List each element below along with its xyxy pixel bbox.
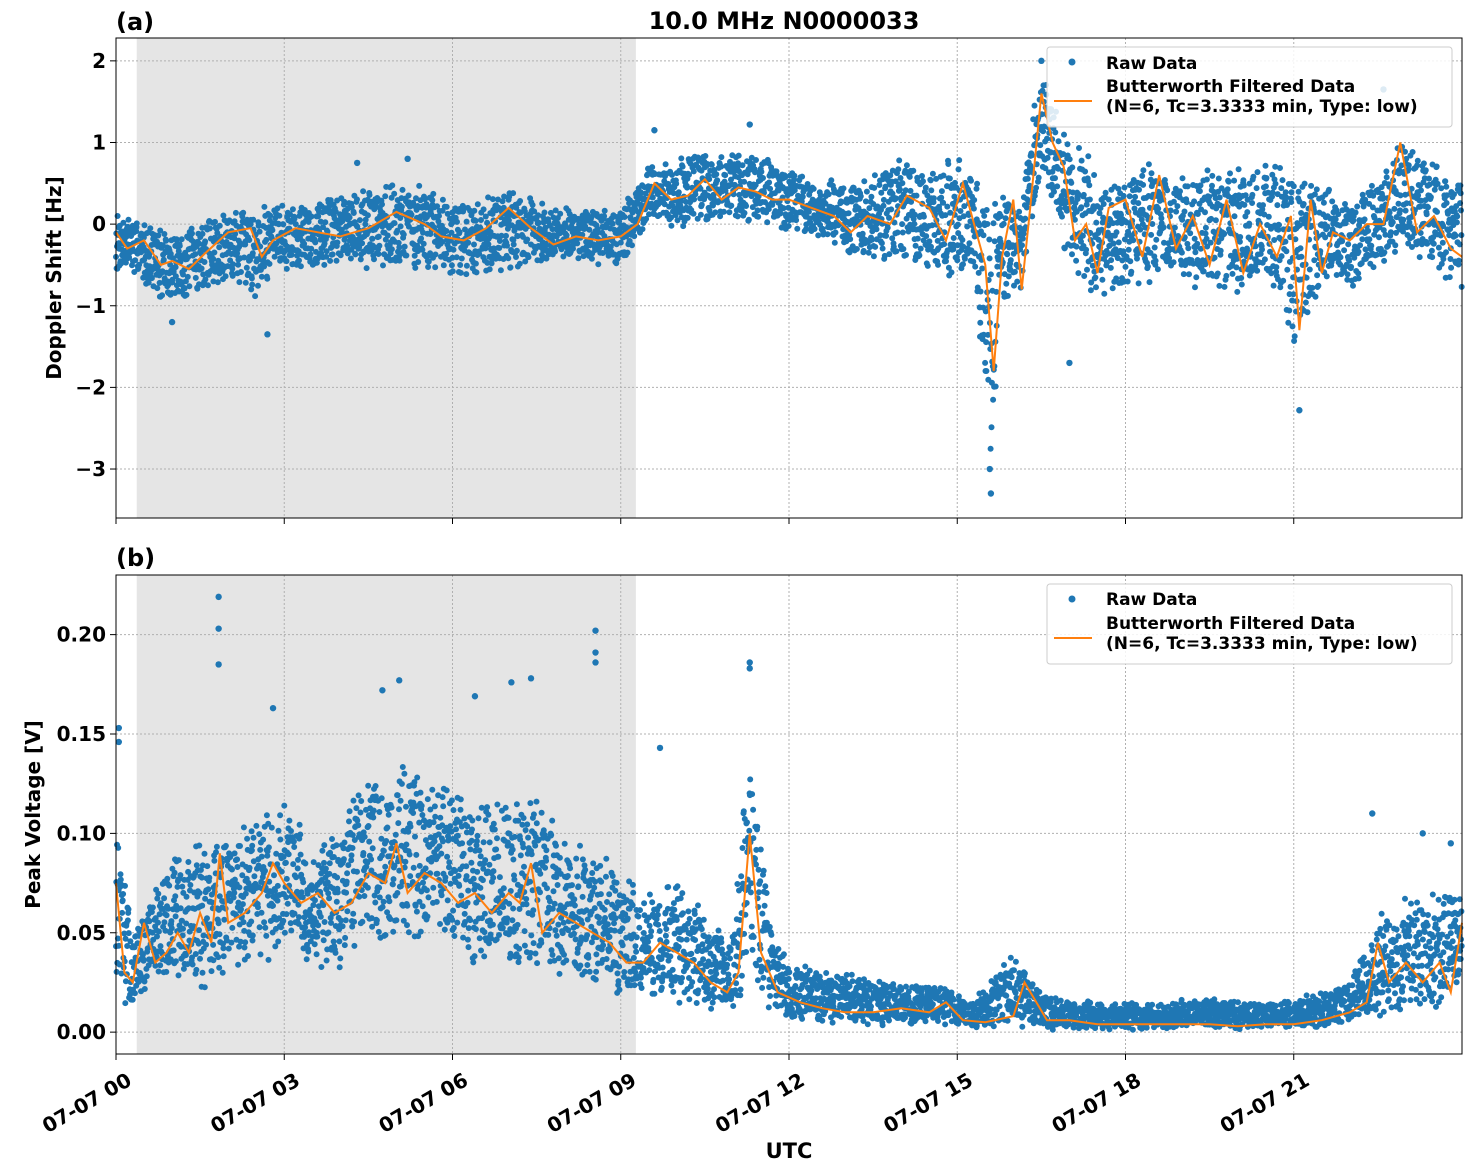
legend-raw-label: Raw Data	[1106, 590, 1197, 610]
raw-data-outlier-point	[115, 738, 123, 746]
panel-b-y-ticks: 0.00 0.05 0.10 0.15 0.20	[57, 623, 116, 1044]
raw-data-points	[113, 764, 1465, 1033]
legend-filtered-label: Butterworth Filtered Data (N=6, Tc=3.3333…	[1106, 77, 1418, 117]
y-tick-label: 1	[92, 130, 106, 154]
raw-data-outlier-point	[746, 665, 753, 672]
x-tick-label: 07-07 12	[711, 1068, 809, 1138]
raw-data-outlier-point	[215, 661, 222, 668]
raw-data-outlier-point	[656, 744, 664, 752]
legend-raw-label: Raw Data	[1106, 54, 1197, 74]
raw-data-outlier-point	[508, 679, 515, 686]
panel-b-legend: Raw Data Butterworth Filtered Data (N=6, …	[1046, 583, 1453, 665]
y-tick-label: −3	[75, 457, 106, 481]
panel-a-x-ticks	[115, 518, 1295, 524]
x-tick-label: 07-07 15	[879, 1068, 977, 1138]
panel-b-grid	[115, 575, 1462, 1054]
legend-filtered-label: Butterworth Filtered Data (N=6, Tc=3.3333…	[1106, 614, 1418, 654]
figure-title: 10.0 MHz N0000033	[649, 7, 920, 35]
raw-data-outlier-point	[1296, 407, 1303, 414]
y-tick-label: −1	[75, 294, 106, 318]
y-tick-label: 0.20	[57, 623, 106, 647]
panel-b-y-axis-label: Peak Voltage [V]	[21, 720, 45, 909]
raw-data-outlier-point	[1066, 359, 1073, 367]
raw-data-outlier-point	[264, 331, 271, 338]
raw-data-outlier-point	[471, 693, 479, 700]
panel-a-label: (a)	[116, 8, 154, 36]
x-tick-label: 07-07 18	[1047, 1068, 1145, 1138]
raw-data-points	[113, 82, 1465, 452]
raw-data-outlier-point	[1038, 57, 1045, 65]
x-tick-label: 07-07 09	[543, 1068, 641, 1138]
raw-data-outlier-point	[592, 627, 599, 634]
raw-data-outlier-point	[651, 127, 658, 134]
panel-a-y-ticks: 2 1 0 −1 −2 −3	[75, 49, 116, 481]
raw-data-outlier-point	[987, 490, 995, 497]
x-tick-label: 07-07 21	[1216, 1068, 1314, 1138]
panel-a-shaded-region	[136, 38, 636, 518]
y-tick-label: 2	[92, 49, 106, 73]
raw-data-outlier-point	[746, 659, 753, 666]
y-tick-label: 0.05	[57, 921, 106, 945]
y-tick-label: 0.00	[57, 1020, 106, 1044]
x-tick-label: 07-07 03	[206, 1068, 304, 1138]
panel-a-filtered-line	[115, 93, 1463, 372]
y-tick-label: −2	[75, 375, 106, 399]
raw-data-outlier-point	[1419, 830, 1426, 837]
raw-data-outlier-point	[592, 659, 599, 666]
raw-data-outlier-point	[269, 704, 277, 712]
raw-data-outlier-point	[396, 677, 403, 684]
raw-data-outlier-point	[353, 159, 361, 167]
raw-data-outlier-point	[379, 687, 386, 694]
raw-data-outlier-point	[527, 675, 535, 682]
raw-data-outlier-point	[404, 155, 411, 163]
panel-b-raw-data-scatter	[113, 593, 1465, 1033]
raw-data-outlier-point	[986, 465, 993, 473]
raw-data-outlier-point	[215, 593, 222, 601]
raw-data-outlier-point	[168, 318, 176, 326]
y-tick-label: 0.15	[57, 722, 106, 746]
panel-a-doppler: (a) 2 1 0 −1 −2 −3 Doppler Shift [Hz] Raw Dat…	[42, 8, 1465, 524]
y-tick-label: 0	[92, 212, 106, 236]
raw-data-outlier-point	[1369, 810, 1376, 817]
x-axis-label: UTC	[766, 1139, 813, 1163]
x-tick-label: 07-07 00	[38, 1068, 136, 1138]
raw-data-outlier-point	[746, 121, 753, 128]
y-tick-label: 0.10	[57, 821, 106, 845]
panel-b-x-ticks: 07-07 00 07-07 03 07-07 06 07-07 09 07-07 12…	[38, 1054, 1313, 1138]
legend-raw-marker	[1068, 58, 1076, 66]
raw-data-outlier-point	[592, 649, 599, 656]
panel-b-filtered-line	[115, 833, 1463, 1028]
panel-b-voltage: (b) 0.000.050.100.150.20 07-07 00 07-07 0…	[21, 544, 1465, 1138]
raw-data-outlier-point	[1447, 840, 1454, 847]
x-tick-label: 07-07 06	[374, 1068, 472, 1138]
panel-b-label: (b)	[116, 544, 155, 572]
panel-a-y-axis-label: Doppler Shift [Hz]	[42, 176, 66, 380]
panel-a-legend: Raw Data Butterworth Filtered Data (N=6, …	[1046, 46, 1453, 128]
raw-data-outlier-point	[115, 724, 123, 732]
raw-data-outlier-point	[215, 625, 222, 632]
legend-raw-marker	[1068, 595, 1076, 603]
